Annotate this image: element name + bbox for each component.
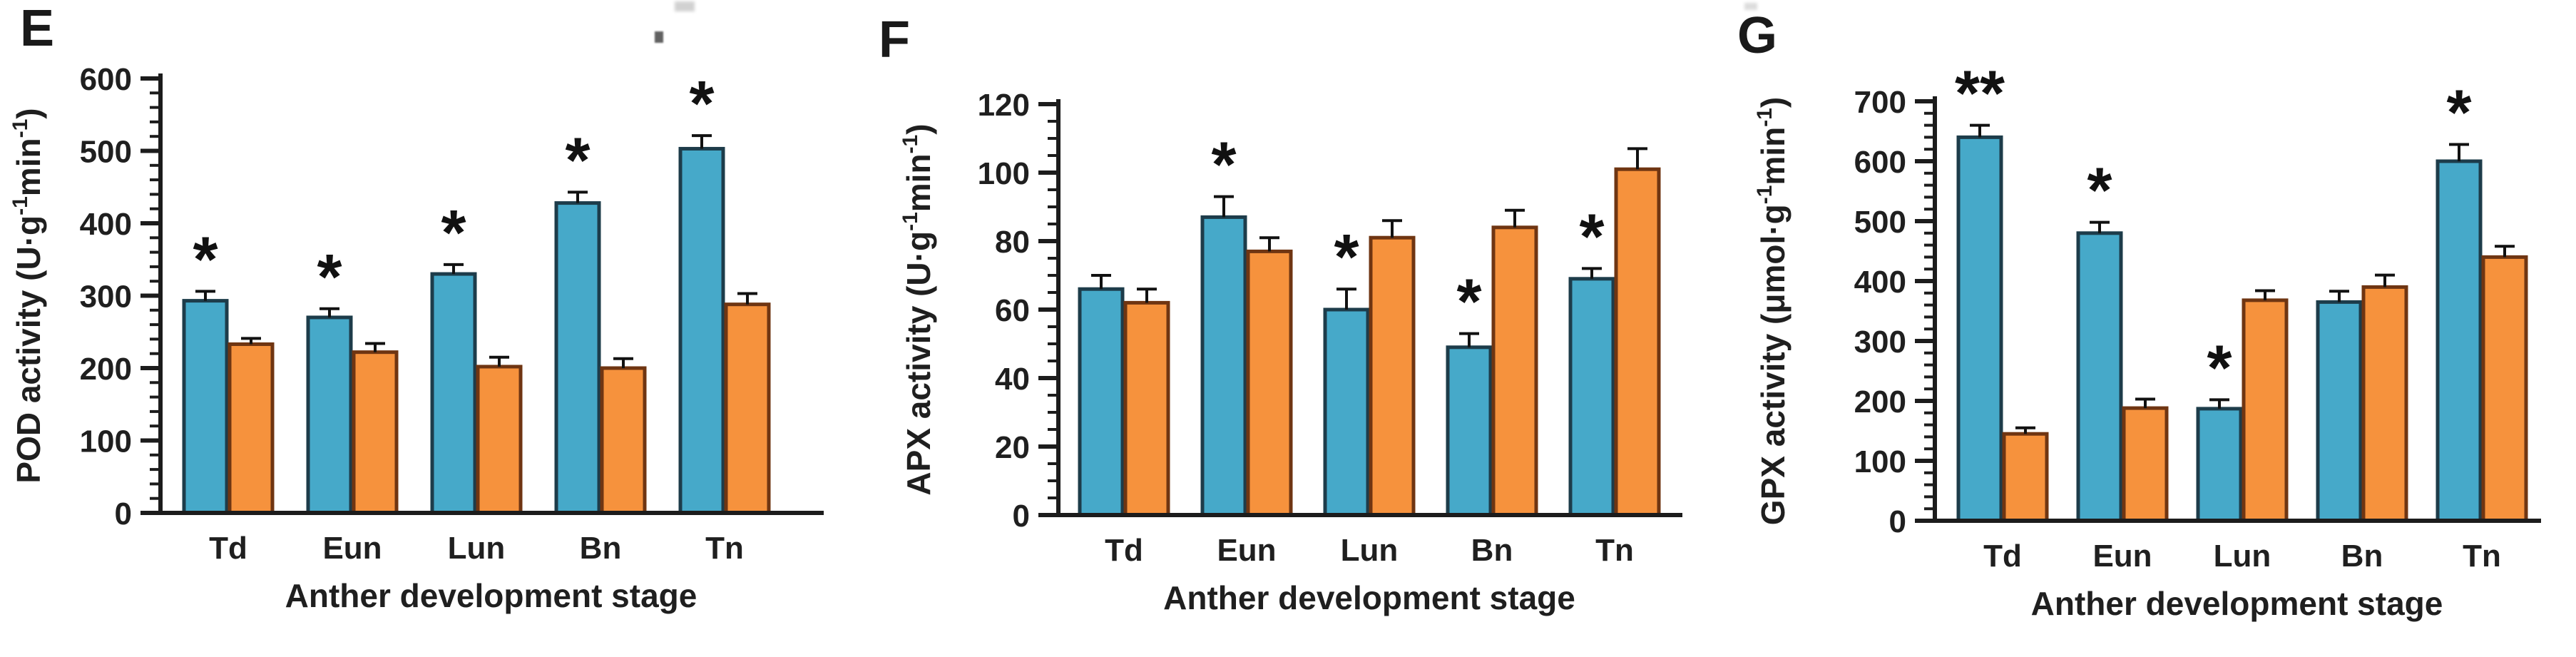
x-axis-title: Anther development stage bbox=[1163, 579, 1575, 616]
y-tick-label-500: 500 bbox=[80, 135, 132, 170]
y-tick-label-300: 300 bbox=[80, 280, 132, 315]
bar-orange-Bn bbox=[2361, 285, 2408, 523]
x-tick-label-Eun: Eun bbox=[1217, 533, 1276, 568]
significance-marker-blue-Tn: * bbox=[2446, 77, 2471, 148]
bar-orange-Bn bbox=[600, 366, 647, 515]
bar-blue-Bn bbox=[554, 201, 601, 515]
y-tick-label-0: 0 bbox=[1889, 504, 1906, 539]
bar-blue-Td bbox=[1078, 287, 1125, 517]
x-tick-label-Bn: Bn bbox=[1471, 533, 1513, 568]
x-tick-label-Td: Td bbox=[1983, 539, 2022, 574]
panel-letter-E: E bbox=[20, 0, 55, 57]
y-axis-title: APX activity (U·g-1min-1) bbox=[899, 123, 937, 495]
y-tick-label-600: 600 bbox=[80, 62, 132, 97]
panel-E: E * Td * Eun * Lun * Bn * Tn 0 100 200 300 400 500 600 An… bbox=[0, 0, 859, 657]
panel-svg-F: Td * Eun * Lun * Bn * Tn 0 20 40 60 80 100 120 Anther de… bbox=[899, 88, 1682, 616]
bar-blue-Eun bbox=[2076, 231, 2123, 523]
y-tick-label-400: 400 bbox=[80, 207, 132, 242]
bar-orange-Lun bbox=[1369, 235, 1416, 517]
bar-orange-Tn bbox=[724, 302, 771, 515]
significance-marker-blue-Lun: * bbox=[441, 198, 466, 269]
y-axis-title: POD activity (U·g-1min-1) bbox=[9, 108, 47, 483]
significance-marker-blue-Eun: * bbox=[317, 242, 342, 313]
panel-svg-E: * Td * Eun * Lun * Bn * Tn 0 100 200 300 400 500 600 Anth… bbox=[9, 62, 824, 614]
x-axis-title: Anther development stage bbox=[2031, 585, 2443, 622]
significance-marker-blue-Tn: * bbox=[1579, 201, 1604, 273]
y-tick-label-700: 700 bbox=[1854, 85, 1906, 120]
bar-blue-Eun bbox=[306, 315, 353, 515]
panel-svg-G: ** Td * Eun * Lun Bn * Tn 0 100 200 300 400 500 600 700 A… bbox=[1753, 58, 2541, 622]
bar-orange-Lun bbox=[2242, 298, 2289, 523]
x-tick-label-Lun: Lun bbox=[2214, 539, 2271, 574]
y-tick-label-80: 80 bbox=[995, 225, 1030, 260]
significance-marker-blue-Tn: * bbox=[689, 68, 714, 140]
significance-marker-blue-Lun: * bbox=[1334, 222, 1359, 293]
bar-orange-Tn bbox=[1614, 167, 1661, 517]
bar-blue-Eun bbox=[1200, 215, 1247, 517]
bar-blue-Tn bbox=[1568, 277, 1615, 517]
bar-blue-Lun bbox=[430, 272, 477, 515]
bar-orange-Tn bbox=[2481, 255, 2528, 523]
cropped-text-remnant bbox=[655, 31, 663, 43]
bar-blue-Lun bbox=[2196, 407, 2243, 523]
significance-marker-blue-Lun: * bbox=[2207, 332, 2232, 404]
y-tick-label-100: 100 bbox=[80, 424, 132, 459]
significance-marker-blue-Eun: * bbox=[2087, 156, 2112, 227]
y-tick-label-20: 20 bbox=[995, 430, 1030, 465]
significance-marker-blue-Eun: * bbox=[1211, 130, 1236, 201]
x-tick-label-Bn: Bn bbox=[580, 531, 622, 566]
y-tick-label-40: 40 bbox=[995, 362, 1030, 397]
panel-G: G ** Td * Eun * Lun Bn * Tn 0 100 200 300 400 500 600 70… bbox=[1717, 0, 2576, 657]
panel-F: F Td * Eun * Lun * Bn * Tn 0 20 40 60 80 100 120 Anther … bbox=[859, 0, 1717, 657]
x-tick-label-Lun: Lun bbox=[448, 531, 506, 566]
y-tick-label-100: 100 bbox=[978, 156, 1030, 191]
x-tick-label-Lun: Lun bbox=[1341, 533, 1399, 568]
bar-orange-Eun bbox=[1246, 249, 1293, 517]
bar-blue-Td bbox=[1956, 135, 2003, 523]
y-tick-label-200: 200 bbox=[80, 352, 132, 387]
x-tick-label-Td: Td bbox=[1105, 533, 1143, 568]
y-tick-label-120: 120 bbox=[978, 88, 1030, 123]
bar-blue-Bn bbox=[1446, 345, 1493, 517]
x-tick-label-Eun: Eun bbox=[2092, 539, 2152, 574]
cropped-text-remnant bbox=[675, 1, 695, 11]
bar-blue-Lun bbox=[1323, 307, 1370, 517]
x-tick-label-Tn: Tn bbox=[2463, 539, 2501, 574]
y-tick-label-60: 60 bbox=[995, 293, 1030, 328]
bar-blue-Td bbox=[182, 299, 229, 515]
bar-blue-Tn bbox=[2436, 159, 2483, 523]
y-tick-label-200: 200 bbox=[1854, 384, 1906, 419]
x-tick-label-Td: Td bbox=[209, 531, 247, 566]
y-axis-title: GPX activity (μmol·g-1min-1) bbox=[1753, 97, 1792, 525]
x-tick-label-Bn: Bn bbox=[2341, 539, 2383, 574]
y-tick-label-500: 500 bbox=[1854, 205, 1906, 240]
y-tick-label-100: 100 bbox=[1854, 444, 1906, 479]
bar-orange-Td bbox=[2002, 432, 2049, 523]
y-tick-label-600: 600 bbox=[1854, 145, 1906, 180]
y-tick-label-0: 0 bbox=[1013, 499, 1030, 534]
bar-blue-Tn bbox=[678, 146, 725, 515]
bar-orange-Bn bbox=[1491, 225, 1538, 517]
x-tick-label-Tn: Tn bbox=[705, 531, 744, 566]
y-tick-label-0: 0 bbox=[115, 496, 132, 531]
significance-marker-blue-Bn: * bbox=[565, 125, 590, 196]
bar-orange-Td bbox=[1123, 300, 1170, 517]
cropped-text-remnant bbox=[1744, 3, 1757, 10]
x-axis-title: Anther development stage bbox=[285, 577, 697, 614]
x-tick-label-Eun: Eun bbox=[322, 531, 382, 566]
significance-marker-blue-Td: * bbox=[193, 224, 218, 295]
bar-orange-Eun bbox=[352, 350, 399, 515]
y-tick-label-400: 400 bbox=[1854, 265, 1906, 300]
bar-blue-Bn bbox=[2316, 300, 2363, 523]
panel-letter-F: F bbox=[879, 11, 910, 68]
bar-orange-Lun bbox=[476, 365, 523, 515]
significance-marker-blue-Td: ** bbox=[1955, 58, 2005, 130]
x-tick-label-Tn: Tn bbox=[1595, 533, 1634, 568]
y-tick-label-300: 300 bbox=[1854, 325, 1906, 360]
panel-letter-G: G bbox=[1737, 7, 1778, 64]
bar-orange-Eun bbox=[2122, 406, 2169, 523]
bar-orange-Td bbox=[228, 342, 275, 515]
significance-marker-blue-Bn: * bbox=[1456, 267, 1481, 338]
